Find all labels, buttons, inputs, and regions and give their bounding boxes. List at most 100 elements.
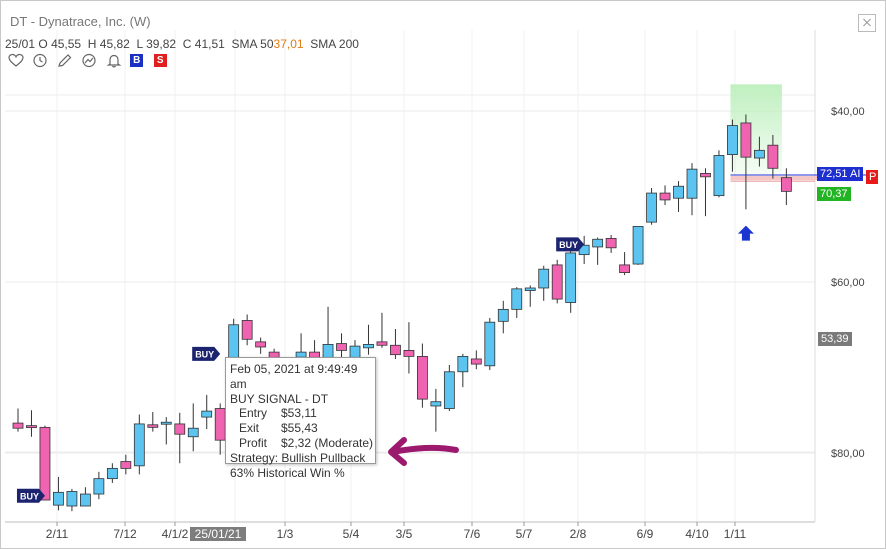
buy-filter-button[interactable]: B (130, 54, 144, 67)
candle (241, 320, 253, 340)
candle (740, 122, 752, 158)
tooltip-exit-row: Exit $55,43 (230, 421, 375, 436)
grid (5, 30, 816, 523)
x-tick-label: 7/6 (464, 527, 481, 541)
exit-value: $55,43 (281, 421, 318, 436)
profit-value: $2,32 (Moderate) (281, 435, 374, 450)
candle (39, 426, 51, 501)
candle (565, 252, 577, 303)
buy-signal-flag (556, 237, 585, 252)
buy-signal-label: BUY (195, 349, 214, 359)
candle (430, 401, 442, 407)
candle (754, 149, 765, 159)
candle (120, 461, 132, 469)
y-tick-label: $80,00 (831, 448, 865, 460)
candle (605, 237, 617, 249)
y-tick-label: $60,00 (831, 277, 865, 289)
crosshair-date-label: 25/01/21 (190, 527, 246, 541)
candle (767, 144, 779, 169)
tooltip-heading: BUY SIGNAL - DT (230, 391, 329, 406)
ohlc-readout: 25/01 O 45,55 H 45,82 L 39,82 C 41,51 SM… (5, 37, 359, 51)
tooltip-entry-row: Entry $53,11 (230, 406, 375, 421)
candle (376, 341, 388, 346)
buy-signal-flag (16, 488, 45, 503)
annotation-arrow (388, 437, 459, 466)
buy-signal-label: BUY (559, 240, 578, 250)
buy-signals: BUY BUY BUY (16, 225, 754, 503)
trend-icon[interactable] (81, 53, 97, 68)
candle (700, 173, 711, 178)
candle (12, 422, 24, 429)
buy-signal-marker: BUY (556, 237, 585, 252)
candle (470, 358, 482, 365)
price-tag-red: P (866, 170, 878, 184)
price-tag-blue: 72,51 AI (817, 167, 864, 181)
candle (214, 408, 226, 441)
close-label: C (182, 37, 192, 51)
candle (174, 423, 186, 435)
signal-tooltip: Feb 05, 2021 at 9:49:49 am BUY SIGNAL - … (225, 357, 376, 480)
heart-icon[interactable] (8, 53, 24, 68)
x-tick-label: 4/1/2 (162, 527, 189, 541)
candle (80, 493, 91, 507)
tooltip-win-rate: 63% Historical Win % (230, 465, 345, 480)
close-icon[interactable] (858, 14, 876, 32)
candle (632, 226, 644, 265)
candle (133, 423, 145, 467)
candle (363, 344, 374, 349)
candle (551, 264, 563, 300)
open-value: 45,55 (51, 37, 82, 51)
candle (201, 410, 213, 418)
entry-label: Entry (239, 406, 268, 421)
candle (484, 321, 496, 367)
clock-icon[interactable] (32, 53, 48, 68)
candle (497, 308, 509, 322)
candle (524, 287, 536, 291)
candle (673, 185, 684, 199)
candle (511, 288, 523, 310)
candle (538, 268, 550, 289)
candle (147, 424, 159, 428)
x-tick-label: 5/7 (516, 527, 533, 541)
window-title: DT - Dynatrace, Inc. (W) (10, 14, 151, 29)
pencil-icon[interactable] (57, 53, 73, 68)
x-tick-label: 2/8 (570, 527, 587, 541)
candle (619, 264, 630, 273)
bar-date: 25/01 (5, 37, 36, 51)
candle (93, 478, 105, 495)
candle (26, 425, 37, 429)
x-tick-label: 4/10 (685, 527, 709, 541)
tooltip-strategy: Strategy: Bullish Pullback (230, 450, 366, 465)
x-tick-label: 5/4 (343, 527, 360, 541)
y-tick-label: $40,00 (831, 106, 865, 118)
y-axis: $80,00 $60,00 $40,00 (831, 106, 865, 460)
high-label: H (87, 37, 97, 51)
sell-filter-button[interactable]: S (153, 54, 167, 67)
candle (403, 349, 415, 357)
price-tag-grey: 53,39 (818, 332, 852, 346)
exit-label: Exit (239, 421, 260, 436)
candles (12, 114, 792, 512)
candle (336, 343, 347, 351)
up-arrow-icon (737, 225, 754, 241)
x-tick-label: 1/11 (724, 527, 747, 541)
candle (416, 355, 428, 400)
x-tick-label: 3/5 (396, 527, 413, 541)
bell-icon[interactable] (106, 53, 122, 68)
buy-signal-label: BUY (20, 491, 39, 501)
buy-signal-marker: BUY (192, 346, 221, 361)
candle (160, 421, 172, 425)
candle (106, 467, 118, 480)
tooltip-datetime: Feb 05, 2021 at 9:49:49 am (230, 362, 358, 391)
entry-value: $53,11 (281, 406, 317, 421)
buy-signal-flag (192, 346, 221, 361)
candle (686, 168, 698, 199)
sma50-label: SMA 50 (231, 37, 274, 51)
candle (457, 355, 469, 373)
sma200-label: SMA 200 (310, 37, 359, 51)
x-axis: 2/11 7/12 4/1/2 1/3 5/4 3/5 7/6 5/7 2/8 6/9 4/10 1/… (46, 522, 747, 541)
x-tick-label: 1/3 (277, 527, 294, 541)
candle (727, 125, 738, 156)
sma50-value: 37,01 (273, 37, 304, 51)
